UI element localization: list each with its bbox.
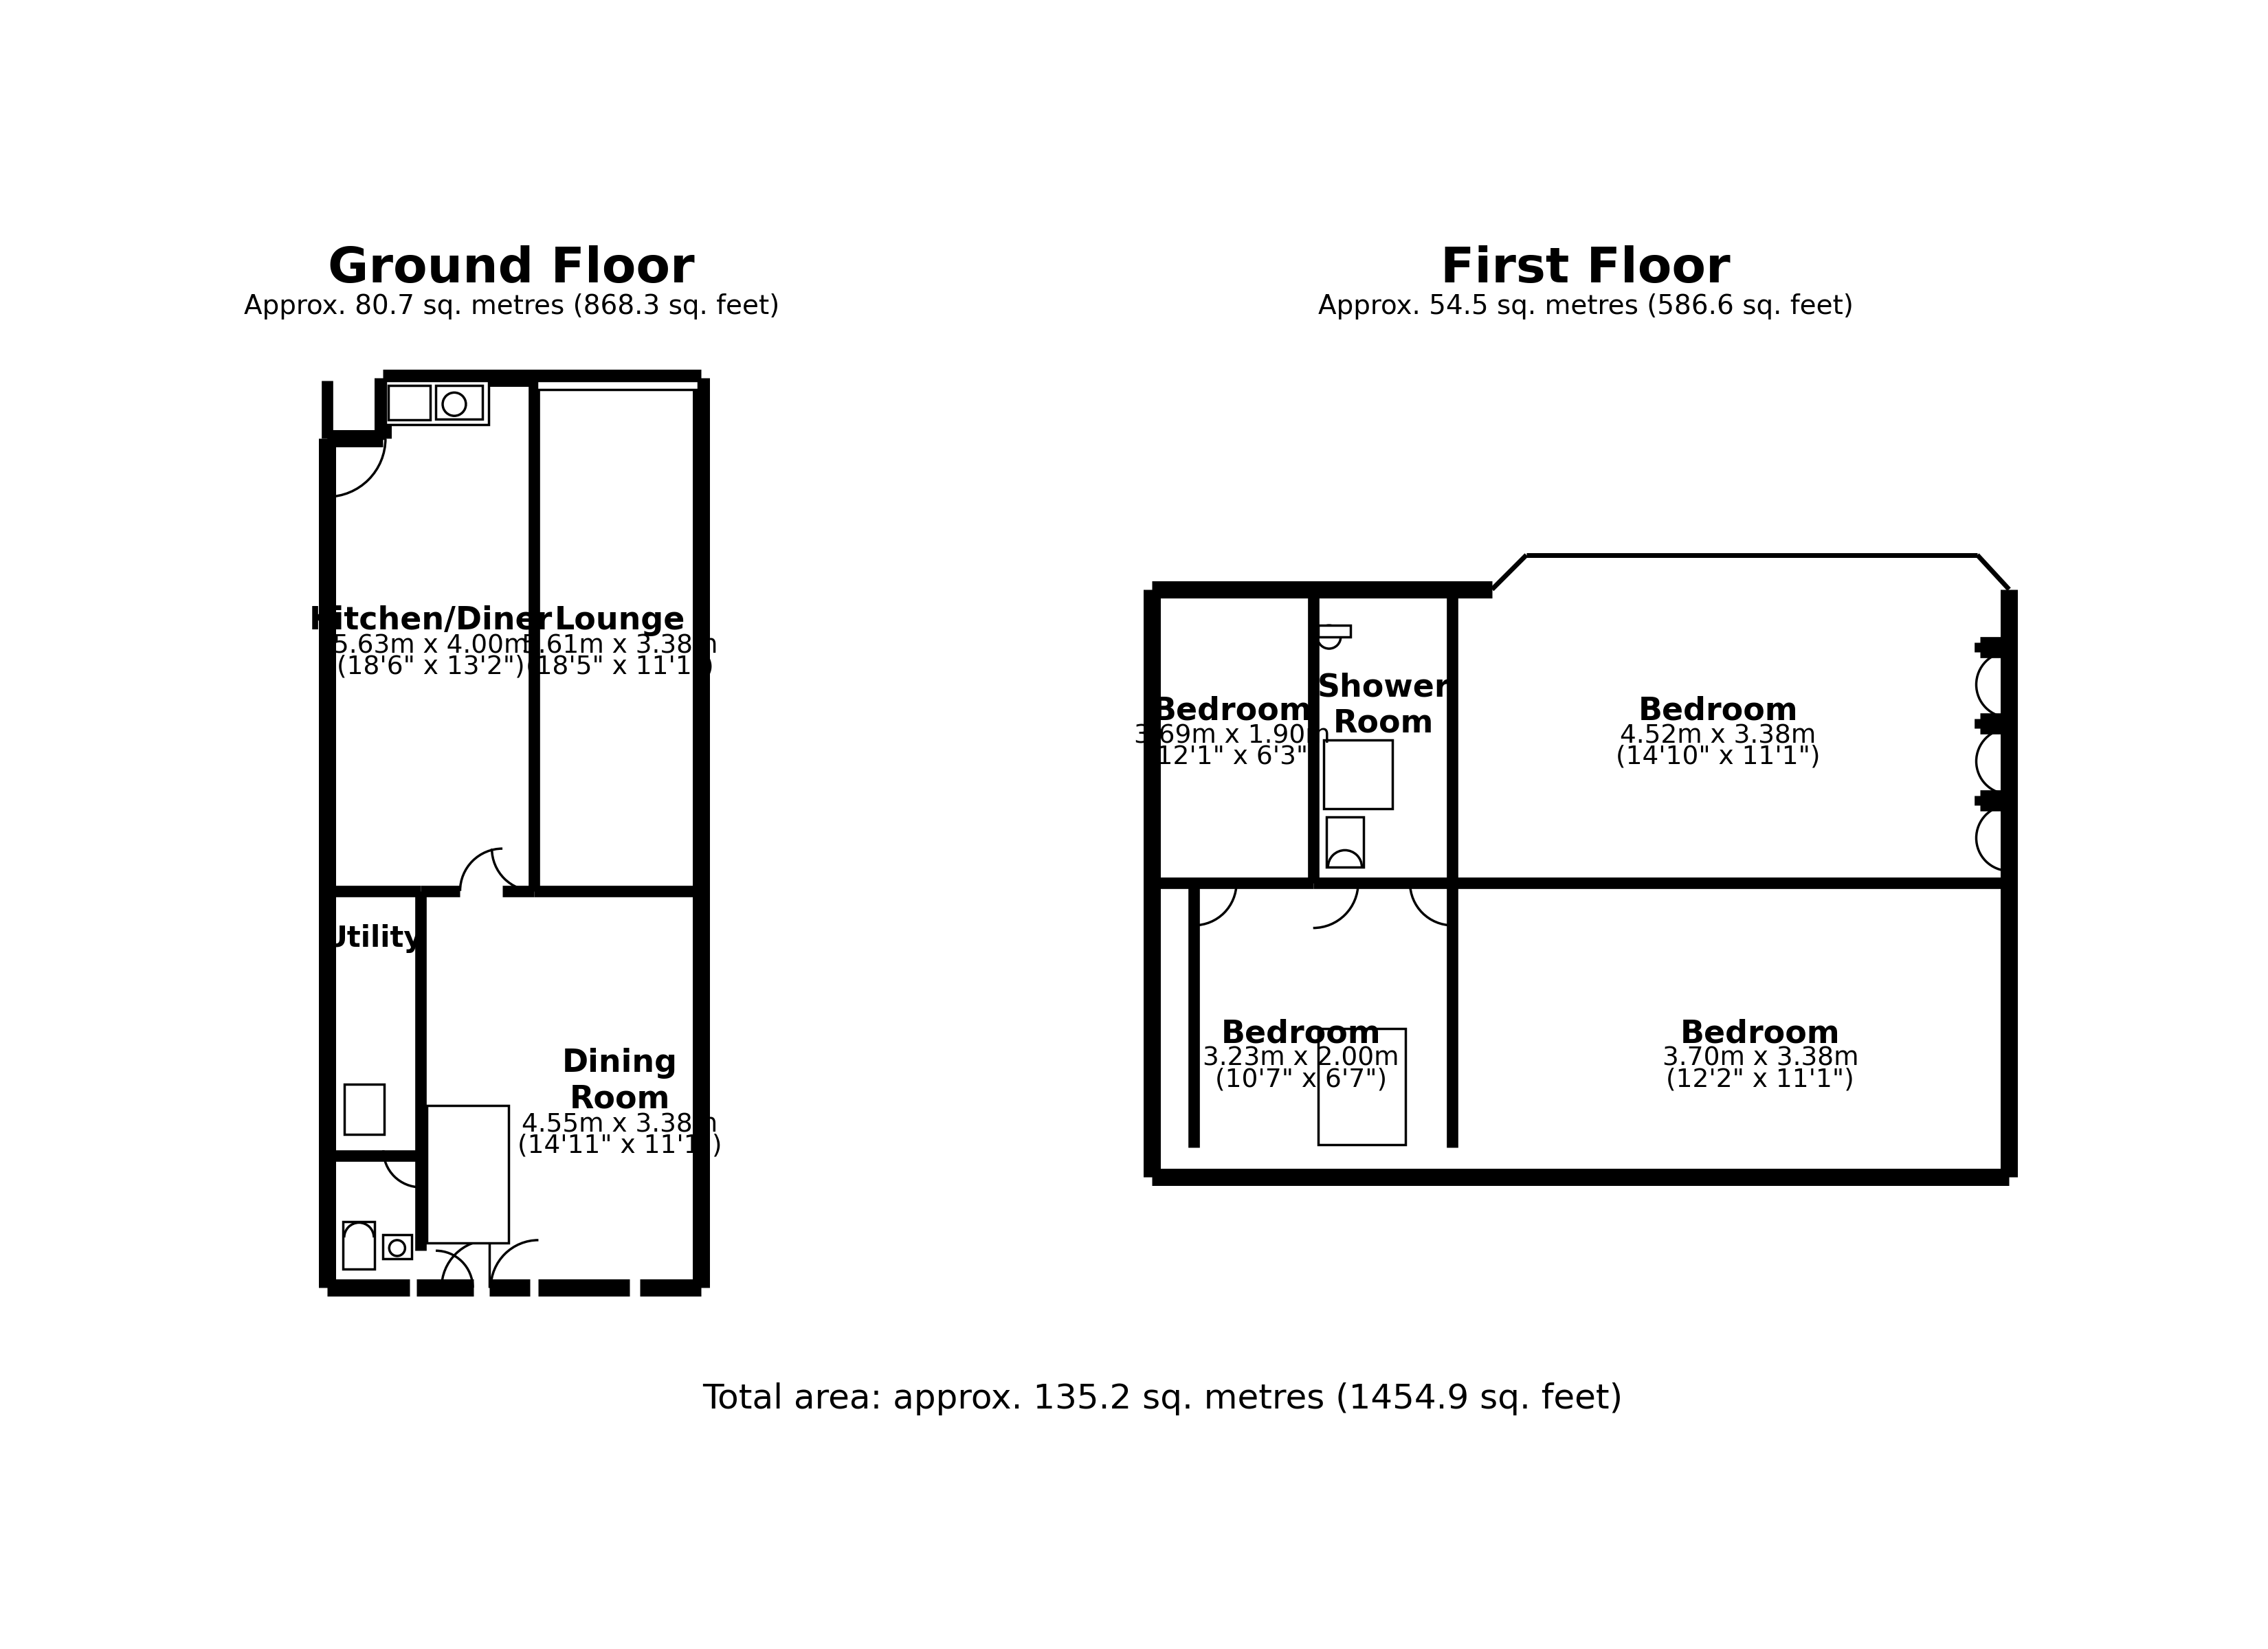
Text: (12'2" x 11'1"): (12'2" x 11'1")	[1667, 1067, 1855, 1092]
Text: Kitchen/Diner: Kitchen/Diner	[308, 605, 553, 637]
Text: (12'1" x 6'3"): (12'1" x 6'3")	[1145, 745, 1318, 770]
Text: 3.23m x 2.00m: 3.23m x 2.00m	[1202, 1045, 1399, 1070]
Bar	[538, 381, 699, 389]
Text: First Floor: First Floor	[1440, 246, 1730, 294]
Text: 3.70m x 3.38m: 3.70m x 3.38m	[1662, 1045, 1857, 1070]
Text: 5.63m x 4.00m: 5.63m x 4.00m	[333, 633, 528, 658]
Bar	[1318, 625, 1349, 637]
Text: 4.52m x 3.38m: 4.52m x 3.38m	[1619, 724, 1817, 749]
Text: 5.61m x 3.38m: 5.61m x 3.38m	[522, 633, 719, 658]
Text: Bedroom: Bedroom	[1637, 696, 1799, 727]
Text: Bedroom: Bedroom	[1152, 696, 1313, 727]
Text: Bedroom: Bedroom	[1681, 1019, 1839, 1049]
Text: (14'10" x 11'1"): (14'10" x 11'1")	[1615, 745, 1821, 770]
Bar	[1327, 816, 1363, 867]
Bar	[388, 386, 431, 420]
Bar	[342, 1222, 374, 1270]
Text: (10'7" x 6'7"): (10'7" x 6'7")	[1216, 1067, 1388, 1092]
Text: Utility: Utility	[324, 923, 422, 953]
Bar	[386, 381, 488, 424]
Text: Dining
Room: Dining Room	[562, 1049, 678, 1115]
Text: (14'11" x 11'1"): (14'11" x 11'1")	[517, 1133, 721, 1158]
Bar	[435, 386, 483, 419]
Bar	[426, 1105, 508, 1243]
Text: 3.69m x 1.90m: 3.69m x 1.90m	[1134, 724, 1331, 749]
Text: Lounge: Lounge	[553, 605, 685, 637]
Text: Ground Floor: Ground Floor	[329, 246, 694, 294]
Text: (18'5" x 11'1"): (18'5" x 11'1")	[526, 655, 714, 679]
Text: Total area: approx. 135.2 sq. metres (1454.9 sq. feet): Total area: approx. 135.2 sq. metres (14…	[703, 1382, 1622, 1415]
Bar	[1325, 740, 1393, 810]
Bar	[345, 1083, 383, 1135]
Text: Approx. 80.7 sq. metres (868.3 sq. feet): Approx. 80.7 sq. metres (868.3 sq. feet)	[243, 294, 780, 320]
Bar	[383, 1235, 413, 1258]
Text: Shower
Room: Shower Room	[1318, 673, 1449, 739]
Bar	[1318, 1029, 1406, 1144]
Text: Bedroom: Bedroom	[1220, 1019, 1381, 1049]
Text: Approx. 54.5 sq. metres (586.6 sq. feet): Approx. 54.5 sq. metres (586.6 sq. feet)	[1318, 294, 1853, 320]
Text: 4.55m x 3.38m: 4.55m x 3.38m	[522, 1113, 719, 1138]
Text: (18'6" x 13'2"): (18'6" x 13'2")	[338, 655, 524, 679]
